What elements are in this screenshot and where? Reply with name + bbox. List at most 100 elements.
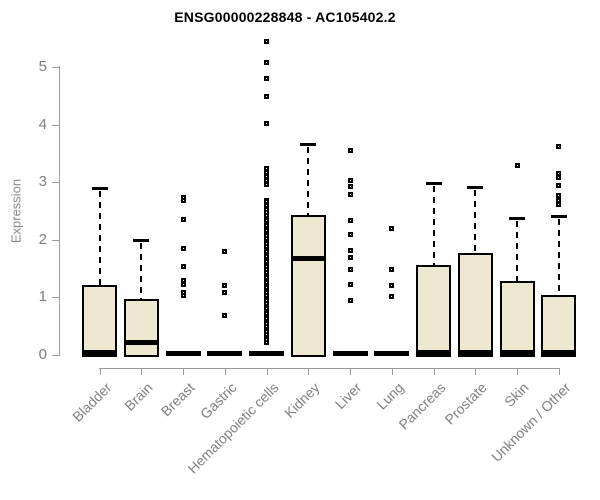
y-tick-label: 0 — [38, 346, 47, 363]
median-line — [416, 349, 451, 355]
median-line — [207, 350, 243, 356]
outlier-point — [264, 59, 269, 65]
box-rect — [290, 214, 326, 357]
box-rect — [82, 284, 117, 357]
box-rect — [499, 280, 535, 357]
x-tick-label: Bladder — [68, 379, 115, 425]
outlier-point — [347, 184, 353, 190]
whisker-line — [98, 191, 101, 285]
whisker-line — [432, 185, 435, 266]
y-tick — [52, 240, 59, 241]
x-tick — [266, 368, 268, 375]
whisker-cap — [133, 238, 150, 242]
y-tick-label: 2 — [38, 230, 47, 248]
outlier-point — [556, 197, 562, 203]
x-tick — [475, 368, 477, 375]
x-tick-label: Lung — [373, 379, 407, 413]
median-line — [82, 349, 117, 355]
y-tick-label: 5 — [38, 58, 47, 76]
outlier-point — [180, 216, 186, 222]
whisker-line — [516, 221, 518, 281]
chart-title: ENSG00000228848 - AC105402.2 — [174, 9, 396, 25]
outlier-point — [389, 225, 395, 231]
outlier-point — [347, 247, 353, 253]
outlier-point — [347, 254, 353, 260]
outlier-point — [556, 182, 562, 188]
outlier-point — [347, 147, 353, 153]
box-rect — [123, 299, 159, 357]
outlier-point — [180, 246, 186, 252]
outlier-point — [180, 277, 186, 283]
outlier-point — [389, 283, 395, 289]
y-tick — [52, 297, 59, 298]
x-tick — [141, 368, 143, 375]
x-tick — [350, 368, 351, 375]
median-line — [541, 349, 577, 355]
x-tick-label: Brain — [121, 379, 156, 414]
median-line — [457, 349, 493, 355]
y-tick — [52, 182, 59, 183]
y-tick — [52, 125, 59, 126]
x-tick — [224, 368, 226, 375]
x-tick-label: Skin — [501, 379, 532, 410]
outlier-point — [389, 294, 395, 300]
x-tick — [517, 368, 518, 375]
outlier-point — [347, 266, 353, 272]
outlier-point — [264, 202, 269, 208]
outlier-point — [556, 171, 562, 177]
outlier-point — [264, 75, 269, 81]
outlier-point — [222, 283, 228, 289]
outlier-point — [264, 166, 269, 172]
outlier-point — [389, 266, 395, 272]
median-line — [374, 350, 410, 356]
median-line — [249, 350, 284, 356]
whisker-cap — [509, 217, 525, 221]
box-rect — [416, 265, 451, 357]
median-line — [290, 255, 326, 261]
x-tick-label: Kidney — [281, 379, 323, 421]
outlier-point — [264, 170, 269, 176]
y-tick — [52, 67, 59, 68]
outlier-point — [264, 121, 269, 127]
outlier-point — [222, 249, 228, 255]
box-rect — [457, 252, 493, 357]
outlier-point — [180, 197, 186, 203]
median-line — [123, 340, 159, 346]
whisker-line — [474, 189, 477, 253]
whisker-cap — [300, 142, 317, 146]
outlier-point — [264, 181, 269, 187]
y-tick — [52, 355, 59, 356]
outlier-point — [514, 162, 520, 168]
outlier-point — [264, 174, 269, 180]
x-tick-label: Breast — [157, 379, 198, 420]
outlier-point — [222, 290, 228, 296]
x-tick — [558, 368, 560, 375]
box-rect — [541, 295, 577, 357]
outlier-point — [264, 93, 269, 99]
outlier-point — [347, 298, 353, 304]
outlier-point — [222, 312, 228, 318]
whisker-cap — [550, 214, 567, 218]
x-tick — [391, 368, 393, 375]
whisker-cap — [91, 187, 108, 191]
outlier-point — [556, 143, 562, 149]
x-axis-line — [98, 368, 560, 369]
outlier-point — [264, 39, 269, 45]
y-tick-label: 4 — [38, 115, 47, 133]
whisker-cap — [425, 181, 442, 185]
outlier-point — [347, 178, 353, 184]
x-tick — [183, 368, 184, 375]
outlier-point — [556, 193, 562, 199]
outlier-point — [347, 282, 353, 288]
whisker-line — [307, 146, 310, 215]
whisker-cap — [467, 185, 484, 189]
x-tick — [99, 368, 101, 375]
x-tick-label: Liver — [331, 379, 365, 413]
outlier-point — [556, 201, 562, 207]
median-line — [332, 350, 368, 356]
y-axis-line — [59, 66, 60, 356]
y-tick-label: 3 — [38, 173, 47, 191]
whisker-line — [557, 218, 560, 296]
